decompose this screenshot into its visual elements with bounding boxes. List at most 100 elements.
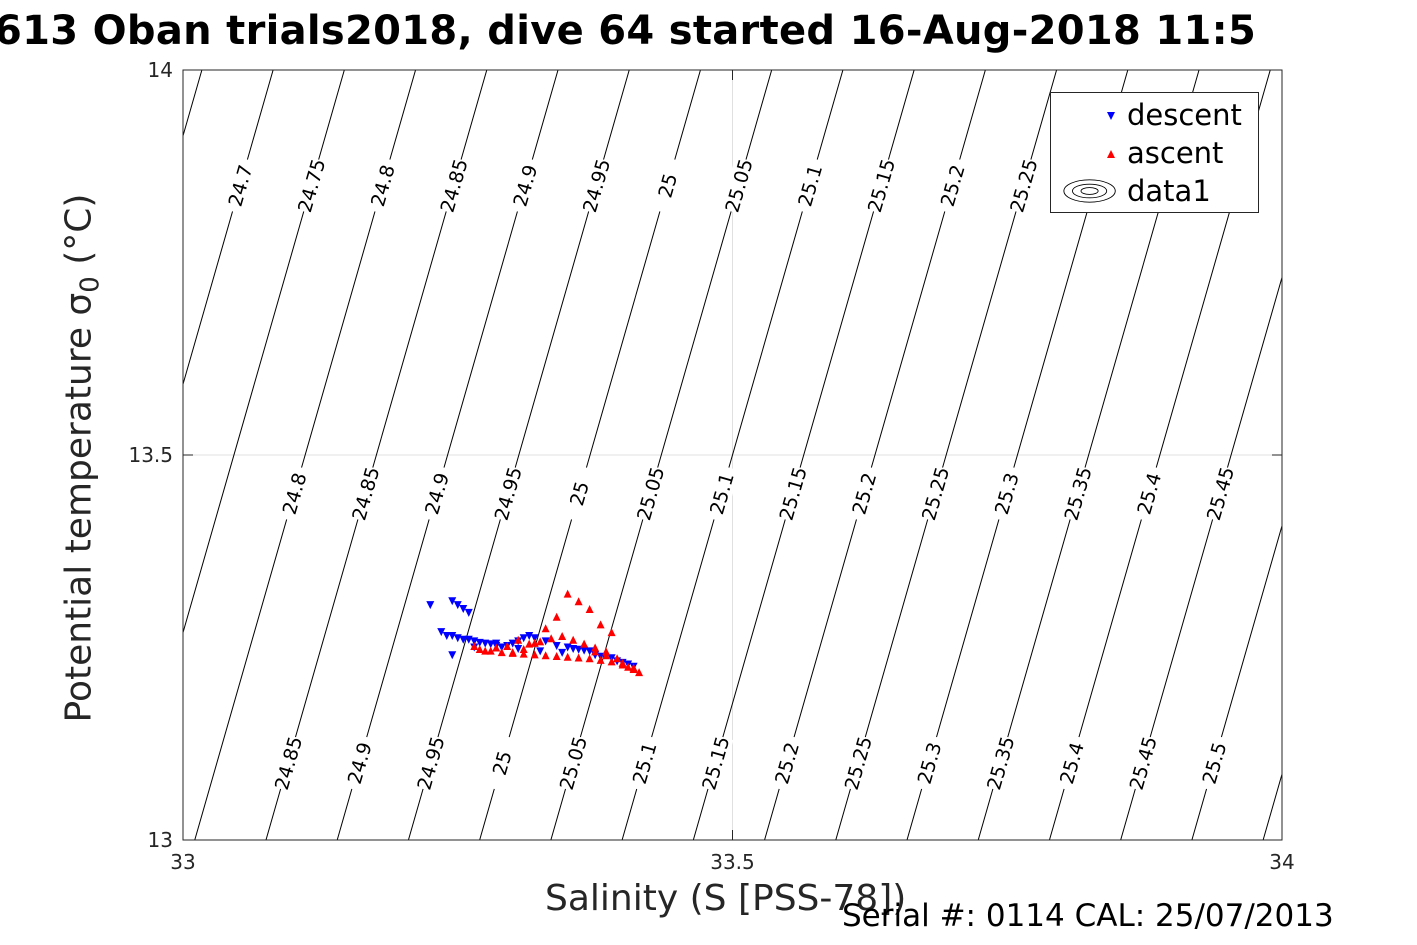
descent-point [442, 631, 451, 640]
descent-point [541, 637, 550, 646]
ascent-point [602, 651, 611, 660]
contour-label-bg [364, 156, 401, 215]
y-tick-label: 13.5 [128, 443, 173, 467]
legend-label-data1: data1 [1127, 174, 1211, 208]
ascent-point [552, 612, 561, 621]
y-tick-label: 13 [148, 828, 173, 852]
contour-label-bg [774, 464, 811, 523]
descent-point [448, 631, 457, 640]
ascent-point [530, 650, 539, 659]
chart-title-text: 613 Oban trials2018, dive 64 started 16-… [0, 8, 1257, 54]
legend-item-data1: data1 [1051, 172, 1258, 210]
contour-label-bg [768, 734, 805, 792]
ascent-point [541, 651, 550, 660]
ascent-point [563, 589, 572, 598]
contour-label-bg [649, 156, 686, 215]
contour-label-bg [917, 464, 954, 523]
legend-label-ascent: ascent [1127, 136, 1224, 170]
y-axis-label-unit: (°C) [58, 193, 100, 277]
contour-label-bg [506, 156, 543, 215]
contour-label-bg [1059, 464, 1096, 523]
descent-point [508, 639, 517, 648]
contour-label-bg [276, 464, 313, 523]
x-tick-label: 33 [170, 850, 195, 874]
descent-point [426, 601, 435, 610]
y-axis-label-text: Potential temperature σ [58, 292, 100, 723]
contour-label-bg [791, 156, 828, 215]
contour-label-bg [578, 156, 615, 215]
descent-point [459, 605, 468, 613]
contour-label-bg [1202, 464, 1239, 523]
ascent-point [470, 641, 479, 650]
ascent-point [596, 620, 605, 629]
y-axis-label-subscript: 0 [75, 276, 106, 293]
ascent-point [497, 648, 506, 657]
contour-label-bg [341, 734, 378, 792]
ascent-point [596, 655, 605, 664]
contour-label-bg [626, 734, 663, 792]
contour-label-bg [1195, 734, 1232, 792]
contour-line [1262, 772, 1282, 840]
contour-line [1120, 275, 1282, 840]
ascent-point [585, 654, 594, 663]
contour-label-bg [911, 734, 948, 792]
chart-title: 613 Oban trials2018, dive 64 started 16-… [0, 0, 1417, 60]
x-axis-label: Salinity (S [PSS-78]) [545, 878, 907, 919]
contour-label-bg [632, 464, 669, 523]
contour-label-bg [483, 734, 520, 792]
descent-point [459, 635, 468, 644]
ascent-point [618, 660, 627, 669]
serial-cal-footer: Serial #: 0114 CAL: 25/07/2013 [842, 898, 1334, 934]
axis-ticks: 33 33.5 34 13 13.5 14 [128, 58, 1294, 874]
descent-point [585, 647, 594, 656]
ascent-point [607, 628, 616, 637]
ascent-point [503, 641, 512, 650]
descent-point [475, 638, 484, 647]
ascent-point [613, 654, 622, 663]
contour-label-bg [1124, 734, 1161, 792]
contour-label-bg [221, 156, 258, 215]
y-tick-label: 14 [148, 58, 173, 82]
ascent-point [563, 652, 572, 661]
descent-point [530, 634, 539, 643]
contour-label-bg [1130, 464, 1167, 523]
ascent-point [629, 663, 638, 672]
contour-label-bg [270, 734, 307, 792]
ascent-point [635, 668, 644, 677]
contour-label-bg [697, 734, 734, 792]
descent-point [525, 631, 534, 640]
ascent-point [607, 657, 616, 666]
contour-label-bg [934, 156, 971, 215]
ascent-point [486, 646, 495, 655]
contour-label-bg [560, 464, 598, 523]
ascent-point [624, 662, 633, 671]
ascent-point [536, 637, 545, 646]
contour-label-bg [988, 464, 1025, 523]
contour-label-bg [845, 464, 882, 523]
ascent-point [475, 645, 484, 654]
descent-point [481, 639, 490, 648]
ascent-point [569, 635, 578, 644]
ascent-point [541, 624, 550, 633]
ascent-point [574, 653, 583, 662]
ascent-point [492, 643, 501, 652]
y-axis-label: Potential temperature σ0 (°C) [58, 194, 105, 723]
contour-line [1334, 70, 1417, 840]
descent-point [497, 643, 506, 652]
contour-label-bg [418, 464, 455, 523]
ascent-point [558, 631, 567, 640]
contour-line [1406, 70, 1417, 840]
contour-label-bg [347, 464, 384, 523]
descent-point [514, 645, 523, 654]
contour-label-bg [982, 734, 1019, 792]
ascent-marker-icon [1107, 150, 1115, 158]
ascent-point [552, 651, 561, 660]
ascent-series [470, 589, 644, 677]
contour-label-bg [412, 734, 449, 792]
legend-item-ascent: ascent [1051, 134, 1258, 172]
legend-label-descent: descent [1127, 98, 1242, 132]
ascent-point [530, 638, 539, 647]
ascent-point [519, 645, 528, 654]
ascent-point [514, 635, 523, 644]
contour-label-bg [839, 734, 876, 792]
